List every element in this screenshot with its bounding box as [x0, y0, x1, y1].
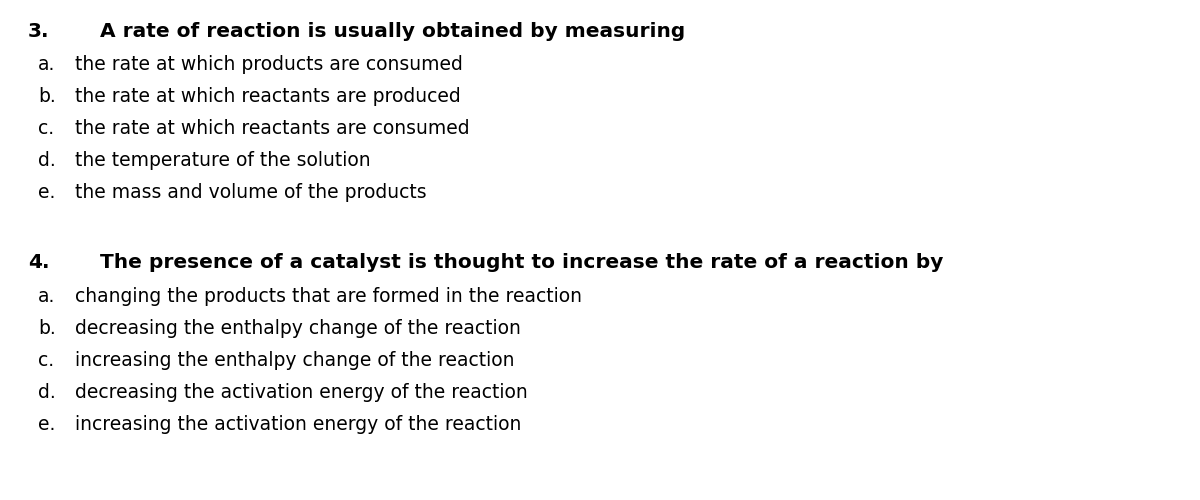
Text: increasing the activation energy of the reaction: increasing the activation energy of the …	[74, 415, 521, 434]
Text: decreasing the activation energy of the reaction: decreasing the activation energy of the …	[74, 383, 528, 402]
Text: c.: c.	[38, 119, 54, 138]
Text: c.: c.	[38, 351, 54, 370]
Text: d.: d.	[38, 151, 55, 170]
Text: b.: b.	[38, 319, 55, 338]
Text: 4.: 4.	[28, 253, 49, 272]
Text: the temperature of the solution: the temperature of the solution	[74, 151, 371, 170]
Text: the rate at which reactants are consumed: the rate at which reactants are consumed	[74, 119, 469, 138]
Text: a.: a.	[38, 55, 55, 74]
Text: a.: a.	[38, 287, 55, 306]
Text: d.: d.	[38, 383, 55, 402]
Text: the mass and volume of the products: the mass and volume of the products	[74, 183, 427, 202]
Text: The presence of a catalyst is thought to increase the rate of a reaction by: The presence of a catalyst is thought to…	[100, 253, 943, 272]
Text: e.: e.	[38, 183, 55, 202]
Text: 3.: 3.	[28, 22, 49, 41]
Text: the rate at which products are consumed: the rate at which products are consumed	[74, 55, 463, 74]
Text: e.: e.	[38, 415, 55, 434]
Text: decreasing the enthalpy change of the reaction: decreasing the enthalpy change of the re…	[74, 319, 521, 338]
Text: b.: b.	[38, 87, 55, 106]
Text: A rate of reaction is usually obtained by measuring: A rate of reaction is usually obtained b…	[100, 22, 685, 41]
Text: the rate at which reactants are produced: the rate at which reactants are produced	[74, 87, 461, 106]
Text: increasing the enthalpy change of the reaction: increasing the enthalpy change of the re…	[74, 351, 515, 370]
Text: changing the products that are formed in the reaction: changing the products that are formed in…	[74, 287, 582, 306]
